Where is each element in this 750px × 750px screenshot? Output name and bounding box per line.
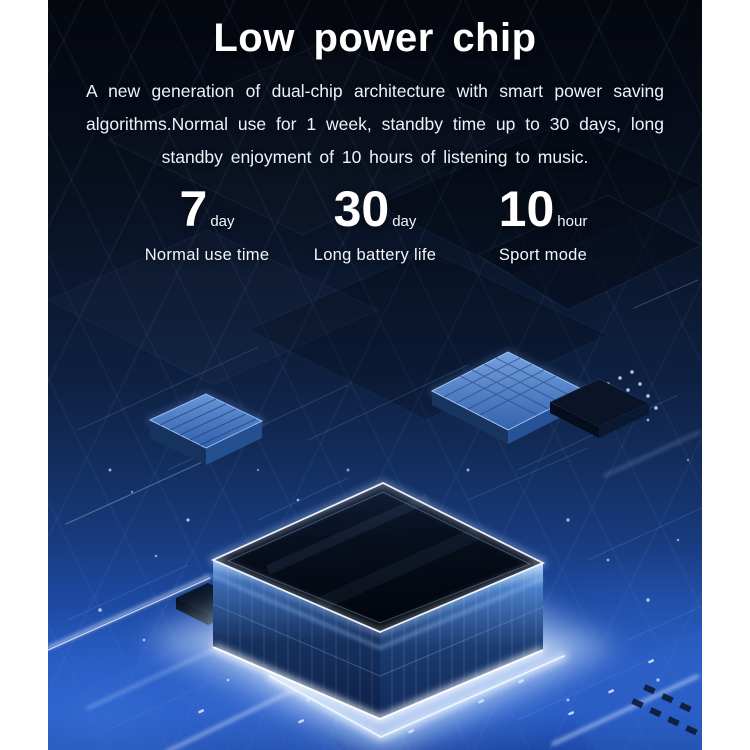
dark-pads [631,684,698,736]
page-title: Low power chip [213,16,537,60]
stat-unit: day [392,213,417,230]
description-line-1: A new generation of dual-chip architectu… [86,81,664,101]
circuit-board-art [48,39,702,750]
stat-value-row: 7 day [123,184,291,234]
glowing-chip-left [146,392,266,465]
stat-value-row: 10 hour [459,184,627,234]
bright-plates [48,628,702,750]
description: A new generation of dual-chip architectu… [86,75,664,174]
stat-normal-use-time: 7 day Normal use time [123,184,291,265]
stat-unit: day [210,213,235,230]
stat-label: Normal use time [144,246,270,264]
banner-content: Low power chip A new generation of dual-… [48,0,702,265]
circuit-board-photo: Low power chip A new generation of dual-… [48,0,702,750]
stat-label: Long battery life [313,246,437,264]
stat-value: 30 [333,181,390,237]
cpu-chip [208,480,548,723]
stat-value-row: 30 day [291,184,459,234]
background-plates [48,39,702,421]
description-line-3: standby enjoyment of 10 hours of listeni… [161,147,589,167]
stat-label: Sport mode [498,246,588,264]
stat-unit: hour [557,213,588,230]
stat-sport-mode: 10 hour Sport mode [459,184,627,265]
stat-value: 7 [179,181,208,237]
stat-long-battery-life: 30 day Long battery life [291,184,459,265]
glowing-chip-right [428,350,589,444]
stat-value: 10 [498,181,555,237]
description-line-2: algorithms.Normal use for 1 week, standb… [86,114,664,134]
stats-row: 7 day Normal use time 30 day Long batter… [48,184,702,265]
